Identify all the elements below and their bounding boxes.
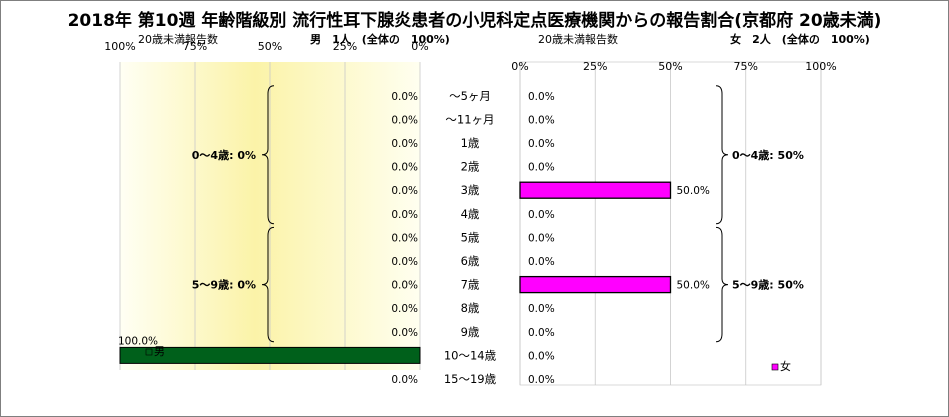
- left-group-label: 0～4歳: 0%: [192, 148, 256, 162]
- age-label: 7歳: [461, 278, 480, 292]
- left-legend-label: 男: [154, 345, 165, 358]
- age-label: 3歳: [461, 183, 480, 197]
- left-tick-label: 0%: [411, 40, 428, 53]
- right-group-brace: [715, 85, 729, 225]
- right-group-brace: [715, 226, 729, 343]
- left-value-label: 0.0%: [391, 162, 418, 174]
- left-value-label: 0.0%: [391, 303, 418, 315]
- right-tick-label: 25%: [583, 60, 607, 73]
- left-group-brace: [261, 226, 275, 343]
- right-value-label: 0.0%: [528, 350, 555, 362]
- right-value-label: 0.0%: [528, 114, 555, 126]
- left-tick-label: 25%: [333, 40, 357, 53]
- right-tick-label: 75%: [734, 60, 758, 73]
- right-value-label: 0.0%: [528, 374, 555, 386]
- right-tick-label: 50%: [658, 60, 682, 73]
- age-label: 1歳: [461, 136, 480, 150]
- age-label: 4歳: [461, 207, 480, 221]
- left-bar: [119, 346, 421, 364]
- left-value-label: 0.0%: [391, 185, 418, 197]
- right-value-label: 0.0%: [528, 256, 555, 268]
- left-legend-swatch: [145, 348, 153, 356]
- left-value-label: 0.0%: [391, 374, 418, 386]
- left-value-label: 0.0%: [391, 280, 418, 292]
- right-group-label: 5～9歳: 50%: [732, 278, 804, 292]
- age-label: 6歳: [461, 254, 480, 268]
- age-label: 8歳: [461, 301, 480, 315]
- age-label: 2歳: [461, 160, 480, 174]
- right-value-label: 0.0%: [528, 303, 555, 315]
- age-label: 10～14歳: [444, 348, 497, 362]
- age-label: 15～19歳: [444, 372, 497, 386]
- left-value-label: 0.0%: [391, 138, 418, 150]
- right-value-label: 0.0%: [528, 138, 555, 150]
- left-group-brace: [261, 85, 275, 225]
- left-group-label: 5～9歳: 0%: [192, 278, 256, 292]
- left-value-label: 0.0%: [391, 91, 418, 103]
- right-axis-title: 20歳未満報告数: [538, 33, 618, 46]
- right-value-label: 0.0%: [528, 232, 555, 244]
- age-label: ～5ヶ月: [449, 89, 491, 103]
- left-tick-label: 100%: [104, 40, 135, 53]
- right-value-label: 50.0%: [677, 185, 710, 197]
- left-value-label: 0.0%: [391, 209, 418, 221]
- right-summary-label: 女 2人 (全体の 100%): [730, 32, 870, 46]
- right-bar: [519, 275, 672, 294]
- age-label: 9歳: [461, 325, 480, 339]
- left-value-label: 0.0%: [391, 114, 418, 126]
- right-value-label: 50.0%: [677, 280, 710, 292]
- age-label: ～11ヶ月: [445, 112, 494, 126]
- right-value-label: 0.0%: [528, 162, 555, 174]
- right-legend-label: 女: [780, 359, 791, 373]
- left-tick-label: 75%: [183, 40, 207, 53]
- left-summary-label: 男 1人 (全体の 100%): [310, 32, 450, 46]
- right-value-label: 0.0%: [528, 91, 555, 103]
- right-tick-label: 100%: [805, 60, 836, 73]
- left-value-label: 0.0%: [391, 327, 418, 339]
- left-value-label: 0.0%: [391, 232, 418, 244]
- left-value-label: 100.0%: [118, 335, 158, 347]
- right-group-label: 0～4歳: 50%: [732, 148, 804, 162]
- right-value-label: 0.0%: [528, 209, 555, 221]
- right-bar: [519, 181, 672, 199]
- age-label: 5歳: [461, 230, 480, 244]
- right-value-label: 0.0%: [528, 327, 555, 339]
- right-legend-swatch: [771, 363, 779, 371]
- chart-title: 2018年 第10週 年齢階級別 流行性耳下腺炎患者の小児科定点医療機関からの報…: [67, 11, 882, 31]
- left-tick-label: 50%: [258, 40, 282, 53]
- right-tick-label: 0%: [511, 60, 528, 73]
- left-axis-title: 20歳未満報告数: [138, 33, 218, 46]
- left-value-label: 0.0%: [391, 256, 418, 268]
